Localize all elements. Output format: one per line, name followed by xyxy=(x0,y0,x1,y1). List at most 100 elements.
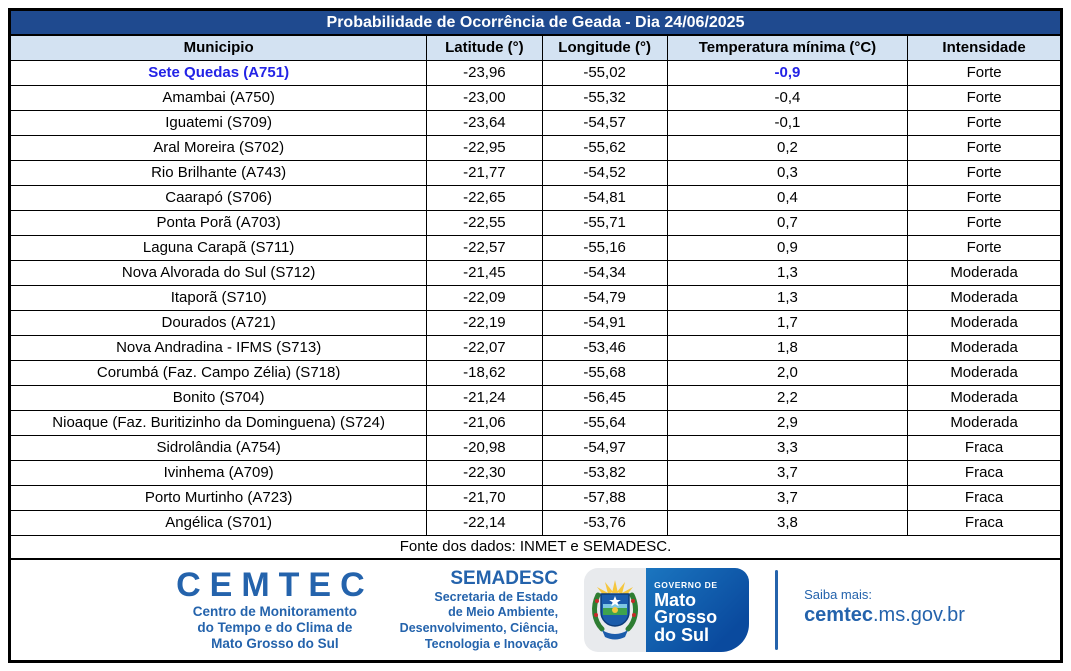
bulletin-frame: Probabilidade de Ocorrência de Geada - D… xyxy=(8,8,1063,663)
governo-ms-wordmark: GOVERNO DE Mato Grosso do Sul xyxy=(646,568,750,652)
longitude-cell: -55,71 xyxy=(541,209,668,236)
source-note: Fonte dos dados: INMET e SEMADESC. xyxy=(11,534,1060,560)
longitude-cell: -54,81 xyxy=(541,184,668,211)
cemtec-logo: CEMTEC Centro de Monitoramento do Tempo … xyxy=(176,568,374,653)
column-header-latitude: Latitude (°) xyxy=(426,35,543,61)
latitude-cell: -22,19 xyxy=(426,309,543,336)
footer-logos: CEMTEC Centro de Monitoramento do Tempo … xyxy=(11,560,1060,660)
column-header-municipio: Municipio xyxy=(11,35,428,61)
table-row: Nova Alvorada do Sul (S712) -21,45 -54,34 1… xyxy=(11,259,1060,286)
intensity-cell: Forte xyxy=(907,109,1060,136)
cemtec-url: cemtec.ms.gov.br xyxy=(804,604,965,627)
intensity-cell: Forte xyxy=(907,84,1060,111)
semadesc-subtitle-line: Secretaria de Estado xyxy=(434,589,559,604)
table-row: Rio Brilhante (A743) -21,77 -54,52 0,3 Forte xyxy=(11,159,1060,186)
table-row: Nova Andradina - IFMS (S713) -22,07 -53,46… xyxy=(11,334,1060,361)
semadesc-subtitle-line: de Meio Ambiente, xyxy=(448,605,559,620)
cemtec-wordmark: CEMTEC xyxy=(176,565,374,604)
latitude-cell: -22,09 xyxy=(426,284,543,311)
table-row: Dourados (A721) -22,19 -54,91 1,7 Moderada xyxy=(11,309,1060,336)
municipio-cell: Sidrolândia (A754) xyxy=(11,434,428,461)
table-row: Sidrolândia (A754) -20,98 -54,97 3,3 Fraca xyxy=(11,434,1060,461)
page-title: Probabilidade de Ocorrência de Geada - D… xyxy=(11,11,1060,36)
cemtec-subtitle-line: do Tempo e do Clima de xyxy=(197,619,353,635)
table-body: Sete Quedas (A751) -23,96 -55,02 -0,9 Forte A… xyxy=(11,59,1060,536)
table-row: Ponta Porã (A703) -22,55 -55,71 0,7 Forte xyxy=(11,209,1060,236)
temp-min-cell: 2,0 xyxy=(666,359,909,386)
municipio-cell: Nova Andradina - IFMS (S713) xyxy=(11,334,428,361)
intensity-cell: Fraca xyxy=(907,434,1060,461)
latitude-cell: -21,70 xyxy=(426,484,543,511)
municipio-cell: Amambai (A750) xyxy=(11,84,428,111)
latitude-cell: -21,45 xyxy=(426,259,543,286)
table-row: Itaporã (S710) -22,09 -54,79 1,3 Moderada xyxy=(11,284,1060,311)
intensity-cell: Fraca xyxy=(907,459,1060,486)
latitude-cell: -22,14 xyxy=(426,509,543,536)
latitude-cell: -22,57 xyxy=(426,234,543,261)
intensity-cell: Forte xyxy=(907,159,1060,186)
temp-min-cell: -0,1 xyxy=(666,109,909,136)
table-row: Aral Moreira (S702) -22,95 -55,62 0,2 Forte xyxy=(11,134,1060,161)
column-header-longitude: Longitude (°) xyxy=(541,35,668,61)
municipio-cell: Laguna Carapã (S711) xyxy=(11,234,428,261)
intensity-cell: Moderada xyxy=(907,384,1060,411)
table-row: Angélica (S701) -22,14 -53,76 3,8 Fraca xyxy=(11,509,1060,536)
intensity-cell: Fraca xyxy=(907,509,1060,536)
table-row: Porto Murtinho (A723) -21,70 -57,88 3,7 Frac… xyxy=(11,484,1060,511)
semadesc-logo: SEMADESC Secretaria de Estado de Meio Am… xyxy=(400,568,558,652)
longitude-cell: -54,97 xyxy=(541,434,668,461)
municipio-cell: Aral Moreira (S702) xyxy=(11,134,428,161)
temp-min-cell: 0,3 xyxy=(666,159,909,186)
column-header-intensidade: Intensidade xyxy=(907,35,1060,61)
intensity-cell: Fraca xyxy=(907,484,1060,511)
governo-ms-logo: GOVERNO DE Mato Grosso do Sul xyxy=(584,568,750,652)
longitude-cell: -54,34 xyxy=(541,259,668,286)
latitude-cell: -22,55 xyxy=(426,209,543,236)
vertical-divider xyxy=(775,570,779,650)
temp-min-cell: -0,9 xyxy=(666,59,909,86)
municipio-cell: Dourados (A721) xyxy=(11,309,428,336)
source-note-row: Fonte dos dados: INMET e SEMADESC. xyxy=(11,534,1060,560)
table-title-row: Probabilidade de Ocorrência de Geada - D… xyxy=(11,11,1060,36)
intensity-cell: Moderada xyxy=(907,284,1060,311)
temp-min-cell: 1,7 xyxy=(666,309,909,336)
temp-min-cell: 1,3 xyxy=(666,284,909,311)
temp-min-cell: 2,2 xyxy=(666,384,909,411)
latitude-cell: -22,30 xyxy=(426,459,543,486)
cemtec-subtitle-line: Mato Grosso do Sul xyxy=(211,636,339,652)
longitude-cell: -54,91 xyxy=(541,309,668,336)
table-row: Corumbá (Faz. Campo Zélia) (S718) -18,62-… xyxy=(11,359,1060,386)
table-row: Ivinhema (A709) -22,30 -53,82 3,7 Fraca xyxy=(11,459,1060,486)
temp-min-cell: 0,2 xyxy=(666,134,909,161)
latitude-cell: -23,96 xyxy=(426,59,543,86)
governo-line: Grosso xyxy=(654,607,718,628)
temp-min-cell: 3,3 xyxy=(666,434,909,461)
intensity-cell: Forte xyxy=(907,234,1060,261)
table-header-row: Municipio Latitude (°) Longitude (°) Tem… xyxy=(11,35,1060,61)
latitude-cell: -20,98 xyxy=(426,434,543,461)
latitude-cell: -22,95 xyxy=(426,134,543,161)
table-row: Amambai (A750) -23,00 -55,32 -0,4 Forte xyxy=(11,84,1060,111)
longitude-cell: -55,68 xyxy=(541,359,668,386)
temp-min-cell: 1,3 xyxy=(666,259,909,286)
municipio-cell: Itaporã (S710) xyxy=(11,284,428,311)
intensity-cell: Forte xyxy=(907,134,1060,161)
table-row: Nioaque (Faz. Buritizinho da Dominguena)… xyxy=(11,409,1060,436)
temp-min-cell: -0,4 xyxy=(666,84,909,111)
ms-coat-of-arms-icon xyxy=(584,568,647,652)
cemtec-url-bold: cemtec xyxy=(804,604,873,626)
municipio-cell: Nova Alvorada do Sul (S712) xyxy=(11,259,428,286)
municipio-cell: Nioaque (Faz. Buritizinho da Dominguena)… xyxy=(11,409,428,436)
cemtec-url-rest: .ms.gov.br xyxy=(873,604,965,626)
longitude-cell: -53,82 xyxy=(541,459,668,486)
intensity-cell: Moderada xyxy=(907,309,1060,336)
latitude-cell: -22,07 xyxy=(426,334,543,361)
intensity-cell: Moderada xyxy=(907,334,1060,361)
latitude-cell: -23,00 xyxy=(426,84,543,111)
longitude-cell: -54,79 xyxy=(541,284,668,311)
intensity-cell: Forte xyxy=(907,184,1060,211)
column-header-temp-min: Temperatura mínima (°C) xyxy=(666,35,909,61)
municipio-cell: Caarapó (S706) xyxy=(11,184,428,211)
table-row: Caarapó (S706) -22,65 -54,81 0,4 Forte xyxy=(11,184,1060,211)
intensity-cell: Moderada xyxy=(907,259,1060,286)
